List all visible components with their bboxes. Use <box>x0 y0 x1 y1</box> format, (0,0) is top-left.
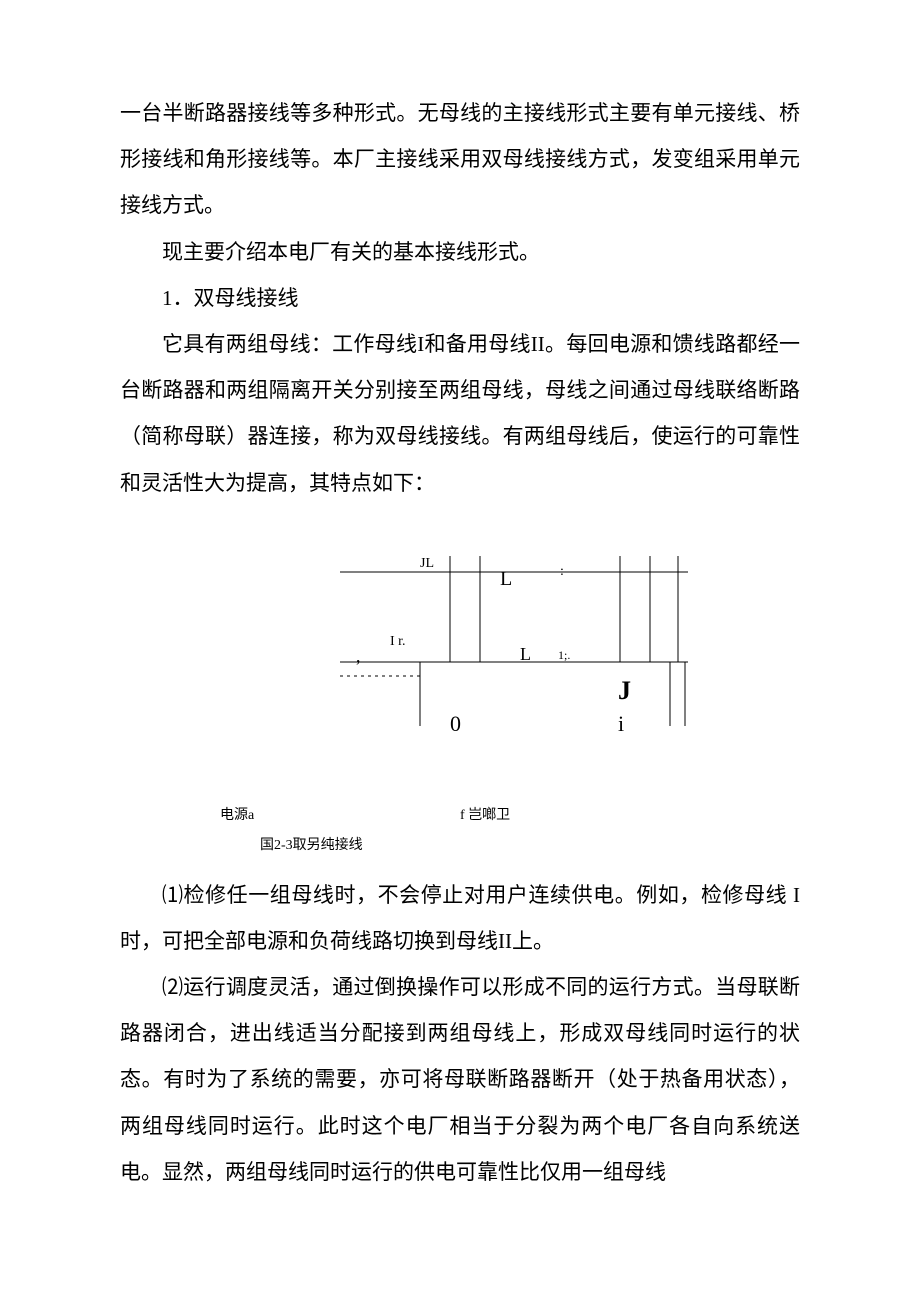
label-colon: : <box>560 564 564 580</box>
label-one-semi: 1;. <box>558 648 570 663</box>
label-ir: I r. <box>390 634 406 650</box>
paragraph-2: 现主要介绍本电厂有关的基本接线形式。 <box>120 229 800 275</box>
label-j-big: J <box>618 676 631 706</box>
figure-caption-2: 国2-3取另纯接线 <box>120 834 800 854</box>
caption-source-b: f 岂啷卫 <box>460 804 510 824</box>
document-page: 一台半断路器接线等多种形式。无母线的主接线形式主要有单元接线、桥形接线和角形接线… <box>0 0 920 1255</box>
paragraph-4: 它具有两组母线：工作母线I和备用母线II。每回电源和馈线路都经一台断路器和两组隔… <box>120 321 800 506</box>
label-l-upper: L <box>500 568 512 591</box>
label-comma: , <box>356 646 361 667</box>
paragraph-5: ⑴检修任一组母线时，不会停止对用户连续供电。例如，检修母线 I时，可把全部电源和… <box>120 872 800 964</box>
label-i-lower: i <box>618 711 624 737</box>
label-jl: JL <box>420 556 434 572</box>
label-l-lower: L <box>520 644 531 665</box>
heading-1: 1．双母线接线 <box>120 275 800 321</box>
paragraph-1: 一台半断路器接线等多种形式。无母线的主接线形式主要有单元接线、桥形接线和角形接线… <box>120 90 800 229</box>
figure-2-3: JL L : I r. , L 1;. J 0 i <box>120 526 800 796</box>
label-zero: 0 <box>450 711 461 737</box>
caption-source-a: 电源a <box>220 804 460 824</box>
figure-caption-row: 电源a f 岂啷卫 <box>120 804 800 824</box>
paragraph-6: ⑵运行调度灵活，通过倒换操作可以形成不同的运行方式。当母联断路器闭合，进出线适当… <box>120 964 800 1195</box>
